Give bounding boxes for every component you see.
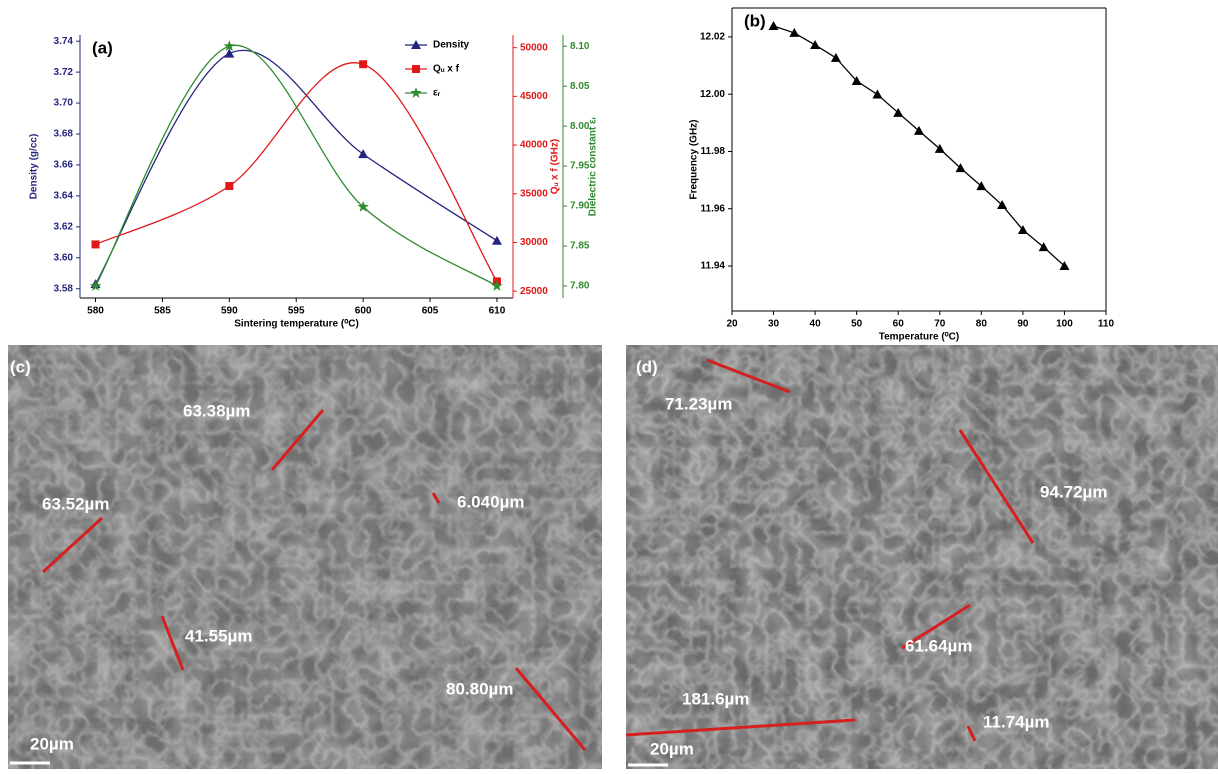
y-tick-label: 3.72 — [54, 67, 74, 78]
y3-tick-label: 7.85 — [570, 241, 590, 252]
marker — [769, 21, 779, 30]
measurement: 63.38µm — [183, 401, 250, 420]
y2-tick-label: 40000 — [520, 140, 548, 151]
panel-label: (d) — [636, 357, 658, 376]
y3-tick-label: 7.80 — [570, 281, 590, 292]
y-tick-label: 3.66 — [54, 160, 74, 171]
y2-tick-label: 50000 — [520, 42, 548, 53]
x-tick-label: 595 — [288, 306, 305, 317]
marker — [225, 182, 233, 190]
y2-tick-label: 45000 — [520, 91, 548, 102]
x-tick-label: 70 — [934, 319, 946, 330]
y-tick-label: 3.64 — [54, 191, 74, 202]
x-tick-label: 50 — [851, 319, 863, 330]
marker — [831, 53, 841, 62]
measurement: 80.80µm — [446, 679, 513, 698]
measurement: 6.040µm — [457, 492, 524, 511]
y2-tick-label: 30000 — [520, 237, 548, 248]
x-tick-label: 610 — [489, 306, 506, 317]
measurement: 181.6µm — [682, 689, 749, 708]
panel-label: (b) — [744, 11, 766, 30]
x-tick-label: 600 — [355, 306, 372, 317]
marker — [90, 280, 101, 291]
marker — [810, 40, 820, 49]
scale-bar-label: 20µm — [30, 734, 74, 753]
measurement: 61.64µm — [905, 636, 972, 655]
y-tick-label: 12.00 — [700, 89, 725, 100]
panel-label: (c) — [10, 357, 31, 376]
x-tick-label: 90 — [1017, 319, 1029, 330]
marker — [224, 49, 234, 58]
y-tick-label: 3.62 — [54, 221, 74, 232]
y3-tick-label: 8.05 — [570, 81, 590, 92]
marker — [492, 236, 502, 245]
x-axis-title: Sintering temperature (⁰C) — [234, 319, 359, 330]
legend-label: Qᵤ x f — [433, 64, 460, 75]
panel-label: (a) — [92, 38, 113, 57]
marker — [412, 65, 420, 73]
y-tick-label: 3.70 — [54, 98, 74, 109]
x-tick-label: 40 — [810, 319, 822, 330]
y-axis-title: Frequency (GHz) — [689, 119, 700, 199]
y3-axis-title: Dielectric constant εᵣ — [588, 116, 599, 216]
scale-bar-label: 20µm — [650, 739, 694, 758]
y-axis-title: Density (g/cc) — [29, 134, 40, 200]
x-tick-label: 605 — [422, 306, 439, 317]
x-tick-label: 30 — [768, 319, 780, 330]
y3-tick-label: 8.10 — [570, 41, 590, 52]
measurement: 71.23µm — [665, 394, 732, 413]
y-tick-label: 3.74 — [54, 36, 74, 47]
series-line — [96, 45, 497, 286]
y-tick-label: 11.96 — [701, 203, 726, 214]
measurement: 63.52µm — [42, 494, 109, 513]
marker — [359, 60, 367, 68]
x-tick-label: 590 — [221, 306, 238, 317]
marker — [872, 89, 882, 98]
x-tick-label: 20 — [726, 319, 738, 330]
measurement: 94.72µm — [1040, 482, 1107, 501]
y-tick-label: 11.98 — [701, 146, 726, 157]
figure: (c) 63.38µm 63.52µm 6.040µm 41.55µm 80.8… — [0, 0, 1218, 769]
x-tick-label: 100 — [1056, 319, 1073, 330]
y-tick-label: 11.94 — [701, 261, 726, 272]
y-tick-label: 12.02 — [700, 32, 725, 43]
y-tick-label: 3.68 — [54, 129, 74, 140]
y2-axis-title: Qᵤ x f (GHz) — [550, 139, 561, 194]
y-tick-label: 3.60 — [54, 252, 74, 263]
marker — [92, 240, 100, 248]
y2-tick-label: 35000 — [520, 188, 548, 199]
x-tick-label: 110 — [1098, 319, 1115, 330]
marker — [358, 149, 368, 158]
measurement: 11.74µm — [983, 712, 1050, 731]
x-tick-label: 585 — [154, 306, 171, 317]
legend-label: Density — [433, 40, 470, 51]
sem-image-c — [8, 345, 602, 769]
y-tick-label: 3.58 — [54, 283, 74, 294]
y2-tick-label: 25000 — [520, 286, 548, 297]
measurement: 41.55µm — [185, 626, 252, 645]
marker — [410, 87, 421, 98]
x-axis-title: Temperature (⁰C) — [879, 332, 960, 343]
x-tick-label: 80 — [976, 319, 988, 330]
x-tick-label: 580 — [87, 306, 104, 317]
series-line — [96, 50, 497, 284]
x-tick-label: 60 — [893, 319, 905, 330]
legend-label: εᵣ — [433, 88, 441, 99]
